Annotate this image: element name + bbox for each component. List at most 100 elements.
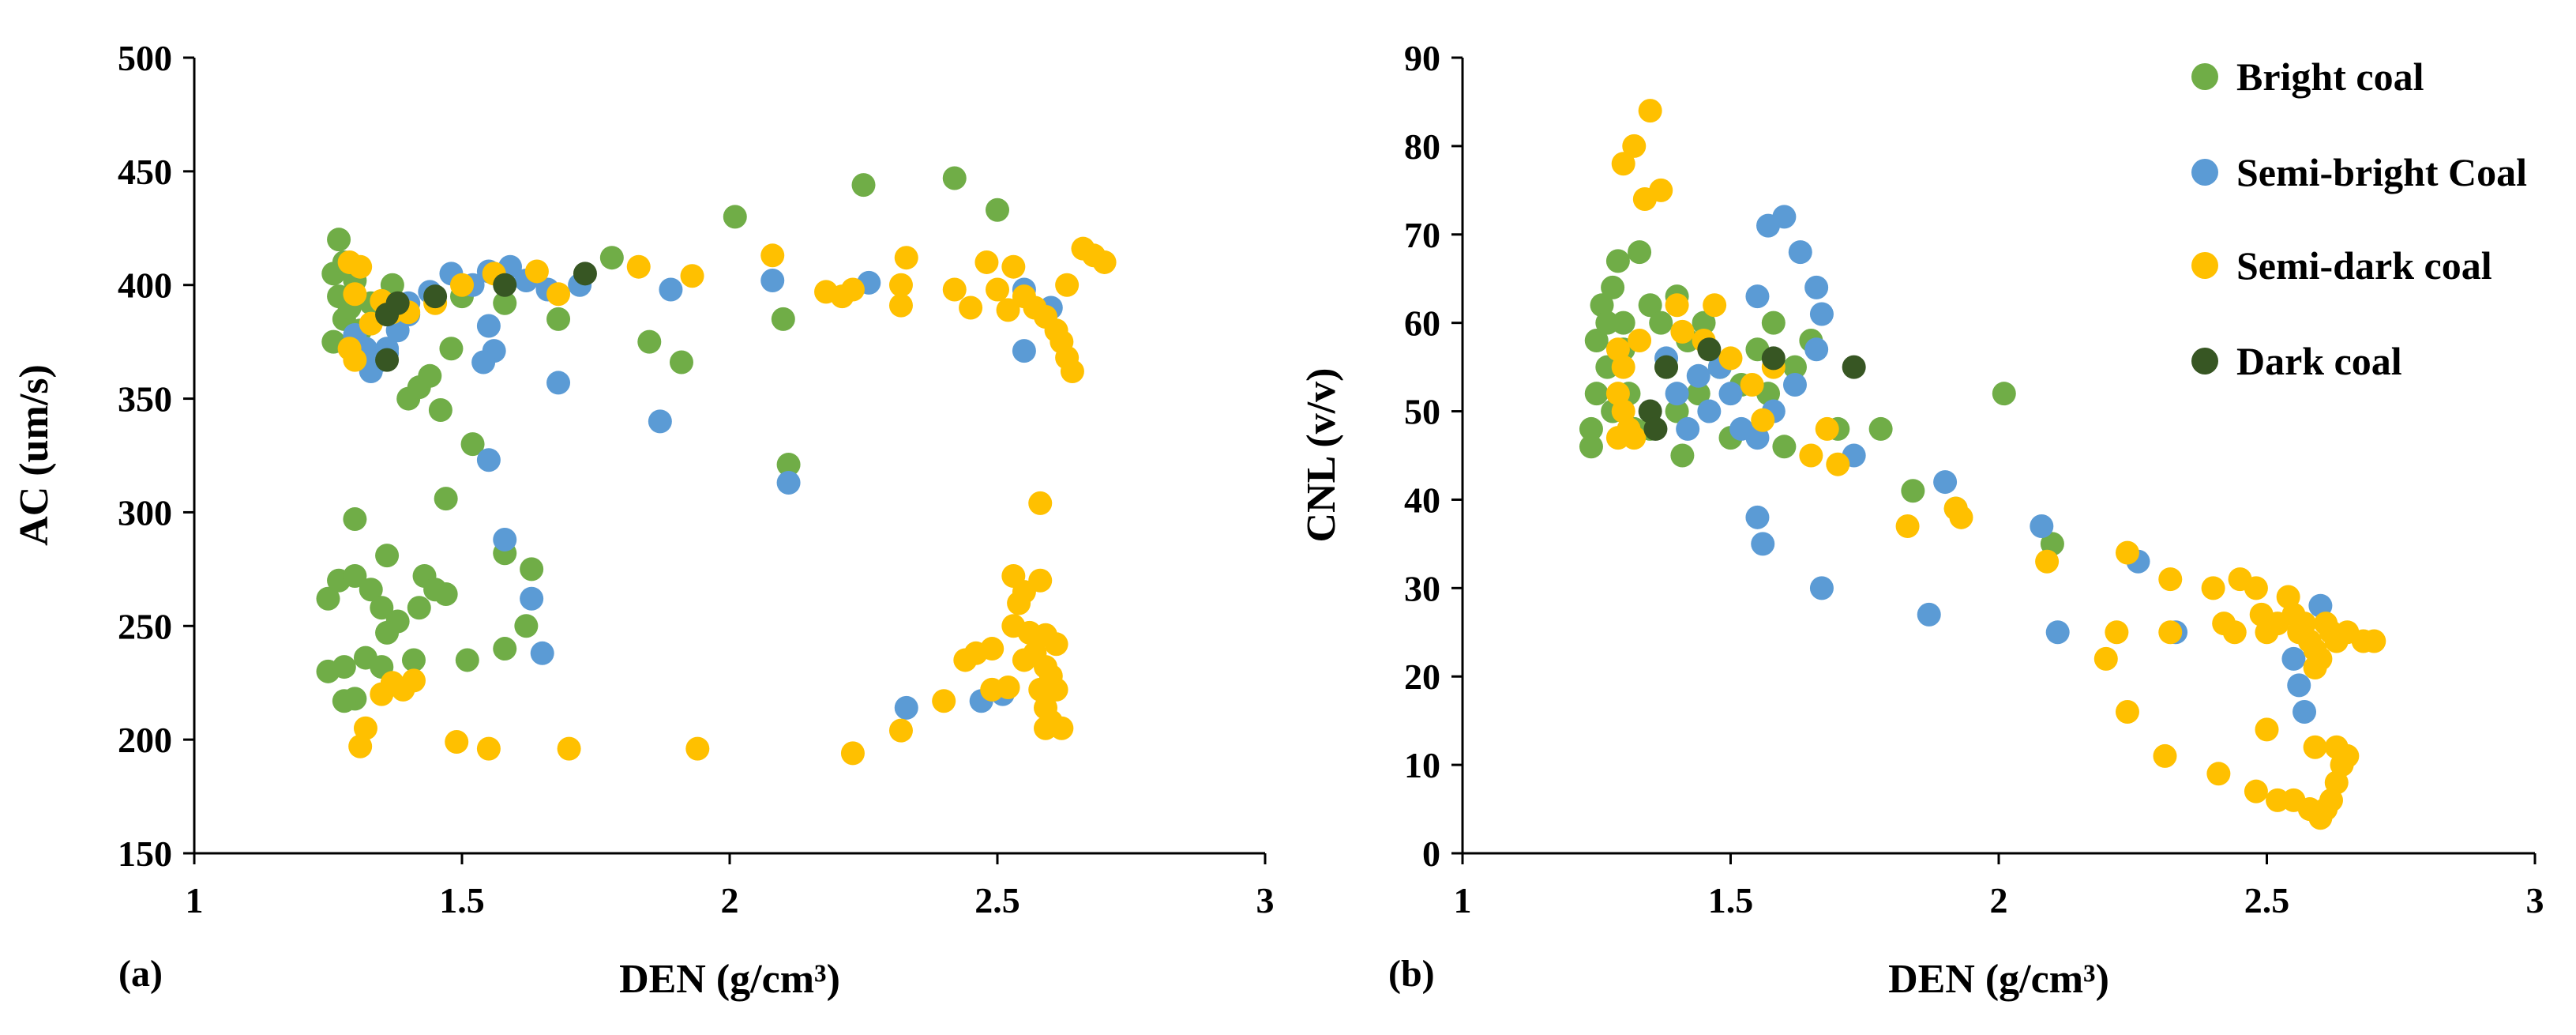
panel-a-y-axis-title: AC (um/s) <box>12 364 57 546</box>
panel-a-point-semi-dark-coal <box>450 273 474 297</box>
legend-item-semi-bright-coal: Semi-bright Coal <box>2191 150 2527 194</box>
panel-a-point-bright-coal <box>332 655 356 679</box>
panel-b-point-semi-bright-coal <box>1788 240 1812 265</box>
panel-a-y-tick-label: 200 <box>118 720 172 760</box>
panel-b-y-tick-label: 50 <box>1404 392 1440 432</box>
panel-a-point-bright-coal <box>669 350 693 374</box>
panel-a-point-bright-coal <box>514 614 539 638</box>
panel-a-point-bright-coal <box>327 228 351 252</box>
panel-b-point-semi-dark-coal <box>1670 319 1695 344</box>
panel-b-y-tick-label: 80 <box>1404 126 1440 167</box>
panel-b-point-bright-coal <box>1579 435 1603 459</box>
panel-b-point-semi-bright-coal <box>2287 673 2311 698</box>
panel-b-point-semi-dark-coal <box>2105 620 2129 645</box>
panel-a-points <box>316 166 1117 766</box>
panel-b-point-bright-coal <box>1605 249 1630 273</box>
panel-a-point-bright-coal <box>460 432 485 457</box>
legend: Bright coal Semi-bright Coal Semi-dark c… <box>2191 55 2527 383</box>
panel-b-point-semi-dark-coal <box>2244 779 2268 804</box>
panel-a-point-semi-bright-coal <box>1012 339 1036 363</box>
panel-b-x-tick-label: 2 <box>1990 880 2008 920</box>
panel-b-points <box>1579 99 2386 830</box>
panel-a-point-semi-dark-coal <box>959 295 983 320</box>
legend-marker-dark-coal <box>2191 348 2218 374</box>
panel-a-point-bright-coal <box>776 453 801 477</box>
panel-a-point-semi-dark-coal <box>1028 568 1053 593</box>
panel-a-point-dark-coal <box>375 348 400 372</box>
panel-b-point-bright-coal <box>1638 293 1662 318</box>
panel-a-point-semi-dark-coal <box>840 277 865 302</box>
panel-b-point-bright-coal <box>1772 435 1797 459</box>
panel-b-x-ticks: 1 1.5 2 2.5 3 <box>1454 853 2544 920</box>
panel-b-point-semi-bright-coal <box>1697 399 1722 423</box>
panel-b-point-bright-coal <box>1579 416 1603 441</box>
panel-a-point-semi-dark-coal <box>1044 677 1068 702</box>
panel-a-y-tick-label: 300 <box>118 492 172 533</box>
panel-b-point-semi-bright-coal <box>1751 532 1775 556</box>
panel-b-point-semi-dark-coal <box>1740 372 1764 397</box>
panel-b-point-semi-bright-coal <box>2045 620 2070 645</box>
panel-a-x-tick-label: 2.5 <box>974 880 1020 920</box>
panel-a-x-tick-label: 3 <box>1256 880 1275 920</box>
panel-a-point-bright-coal <box>493 291 517 315</box>
panel-a-point-semi-bright-coal <box>493 527 517 551</box>
panel-a-point-bright-coal <box>851 173 876 198</box>
panel-b-point-bright-coal <box>1601 275 1625 299</box>
panel-b-point-semi-bright-coal <box>1917 602 1941 627</box>
panel-b-y-tick-label: 20 <box>1404 657 1440 697</box>
panel-a-point-semi-dark-coal <box>1092 250 1117 274</box>
panel-a-point-bright-coal <box>723 205 747 229</box>
panel-b-point-dark-coal <box>1761 346 1786 371</box>
panel-b-y-tick-label: 90 <box>1404 38 1440 78</box>
panel-b-point-bright-coal <box>1584 329 1609 353</box>
legend-label-dark-coal: Dark coal <box>2236 339 2402 383</box>
panel-b-y-axis-title: CNL (v/v) <box>1299 368 1344 543</box>
panel-a-point-bright-coal <box>375 620 400 645</box>
panel-a-point-semi-dark-coal <box>1060 359 1084 384</box>
panel-b-point-bright-coal <box>1692 310 1716 335</box>
panel-b-point-bright-coal <box>1595 310 1620 335</box>
panel-a-point-bright-coal <box>343 507 367 532</box>
panel-a-y-tick-label: 250 <box>118 606 172 646</box>
panel-b-label: (b) <box>1388 953 1435 995</box>
panel-a-point-semi-dark-coal <box>1034 716 1058 740</box>
panel-b-point-semi-dark-coal <box>2303 735 2327 759</box>
panel-b-point-semi-bright-coal <box>1933 470 1958 495</box>
panel-b-point-semi-dark-coal <box>1895 514 1920 539</box>
panel-a-y-tick-label: 350 <box>118 379 172 420</box>
panel-b-point-semi-bright-coal <box>1718 382 1743 406</box>
panel-b-point-semi-bright-coal <box>1772 205 1797 229</box>
panel-a-point-dark-coal <box>385 291 410 315</box>
panel-b-point-semi-dark-coal <box>2093 646 2118 671</box>
panel-a-point-semi-dark-coal <box>524 259 549 284</box>
panel-a-point-dark-coal <box>573 262 597 286</box>
panel-a-point-bright-coal <box>407 596 431 620</box>
panel-a-point-semi-dark-coal <box>1012 648 1036 672</box>
panel-a-point-bright-coal <box>343 563 367 588</box>
panel-b-y-tick-label: 30 <box>1404 568 1440 608</box>
panel-b-point-semi-dark-coal <box>2324 735 2349 759</box>
panel-a-point-bright-coal <box>493 637 517 661</box>
panel-b-point-semi-bright-coal <box>1809 302 1834 326</box>
panel-b-x-tick-label: 3 <box>2526 880 2544 920</box>
panel-b-point-semi-dark-coal <box>2158 620 2183 645</box>
panel-b-x-axis-title: DEN (g/cm³) <box>1888 957 2109 1002</box>
panel-b-y-tick-label: 10 <box>1404 745 1440 785</box>
panel-a-point-bright-coal <box>599 246 624 270</box>
panel-a-point-semi-dark-coal <box>942 277 967 302</box>
panel-a-point-semi-dark-coal <box>401 668 426 693</box>
panel-b-y-tick-label: 40 <box>1404 480 1440 520</box>
panel-b-point-semi-dark-coal <box>1638 99 1662 123</box>
panel-a-chart: 150 200 250 300 350 400 450 500 1 1.5 2 2.5 3 AC (u… <box>12 38 1275 1002</box>
panel-a-point-semi-dark-coal <box>894 246 918 270</box>
panel-b-point-semi-dark-coal <box>2362 629 2386 653</box>
panel-a-y-tick-label: 150 <box>118 834 172 874</box>
panel-b-y-tick-label: 60 <box>1404 303 1440 344</box>
panel-b-point-bright-coal <box>1868 416 1893 441</box>
panel-a-point-bright-coal <box>520 557 544 581</box>
panel-a-point-semi-dark-coal <box>980 637 1004 661</box>
panel-b-point-semi-bright-coal <box>1804 275 1829 299</box>
panel-b-point-semi-dark-coal <box>1611 355 1635 379</box>
panel-a-point-semi-dark-coal <box>1028 491 1053 515</box>
